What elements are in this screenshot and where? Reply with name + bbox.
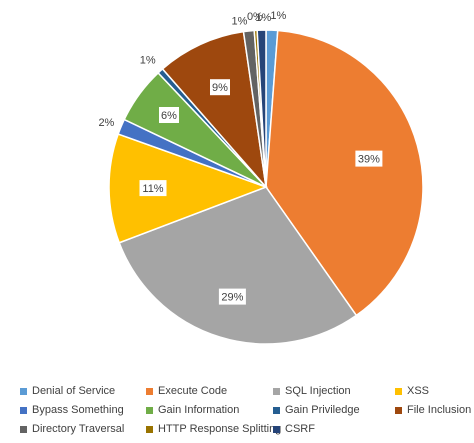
data-label-box — [159, 107, 179, 123]
data-label-denial-of-service: 1% — [270, 10, 286, 22]
legend-swatch — [273, 426, 280, 433]
legend-swatch — [395, 407, 402, 414]
data-label-xss: 11% — [142, 183, 163, 195]
legend-label: Execute Code — [158, 385, 228, 397]
legend-label: XSS — [407, 385, 430, 397]
legend-swatch — [146, 407, 153, 414]
data-label-directory-traversal: 1% — [232, 16, 248, 28]
data-label-box — [210, 79, 230, 96]
legend-swatch — [20, 388, 27, 395]
legend-label: SQL Injection — [285, 385, 351, 397]
legend-item-denial-of-service: Denial of Service — [20, 385, 115, 398]
data-label-sql-injection: 29% — [221, 292, 243, 304]
legend-label: CSRF — [285, 423, 315, 435]
legend-swatch — [273, 407, 280, 414]
legend-item-xss: XSS — [395, 385, 429, 398]
data-label-file-inclusion: 9% — [212, 82, 228, 94]
legend-item-bypass-something: Bypass Something — [20, 404, 124, 417]
legend-item-file-inclusion: File Inclusion — [395, 404, 471, 417]
legend-swatch — [20, 426, 27, 433]
pie-slice-xss — [108, 133, 269, 244]
pie-slice-csrf — [256, 29, 267, 188]
legend-label: HTTP Response Splitting — [158, 423, 282, 435]
legend-label: Denial of Service — [32, 385, 116, 397]
pie-slice-sql-injection — [118, 186, 358, 345]
legend-label: Gain Information — [158, 404, 240, 416]
data-label-csrf: 1% — [255, 12, 271, 24]
legend-item-gain-priviledge: Gain Priviledge — [273, 404, 360, 417]
legend-label: File Inclusion — [407, 404, 472, 416]
data-label-gain-priviledge: 1% — [140, 54, 156, 66]
legend-label: Directory Traversal — [32, 423, 125, 435]
legend-swatch — [273, 388, 280, 395]
data-label-gain-information: 6% — [161, 110, 177, 122]
legend-item-execute-code: Execute Code — [146, 385, 227, 398]
pie-plot-area: 1%39%29%11%2%6%1%9%1% 0%1% — [98, 10, 424, 345]
data-label-http-response-splitting: 0% — [247, 11, 263, 23]
chart-legend: Denial of Service Execute Code SQL Injec… — [0, 381, 474, 441]
legend-swatch — [146, 388, 153, 395]
legend-item-sql-injection: SQL Injection — [273, 385, 351, 398]
legend-item-http-response-splitting: HTTP Response Splitting — [146, 423, 281, 436]
legend-swatch — [146, 426, 153, 433]
data-label-box — [218, 288, 246, 305]
legend-item-directory-traversal: Directory Traversal — [20, 423, 124, 436]
legend-swatch — [395, 388, 402, 395]
pie-slice-execute-code — [265, 29, 424, 317]
legend-item-csrf: CSRF — [273, 423, 315, 436]
legend-item-gain-information: Gain Information — [146, 404, 239, 417]
legend-swatch — [20, 407, 27, 414]
legend-label: Gain Priviledge — [285, 404, 360, 416]
legend-label: Bypass Something — [32, 404, 124, 416]
data-label-box — [139, 180, 167, 197]
data-label-bypass-something: 2% — [98, 117, 114, 129]
data-label-box — [355, 150, 383, 167]
pie-slice-file-inclusion — [161, 30, 268, 190]
data-label-execute-code: 39% — [358, 154, 380, 166]
